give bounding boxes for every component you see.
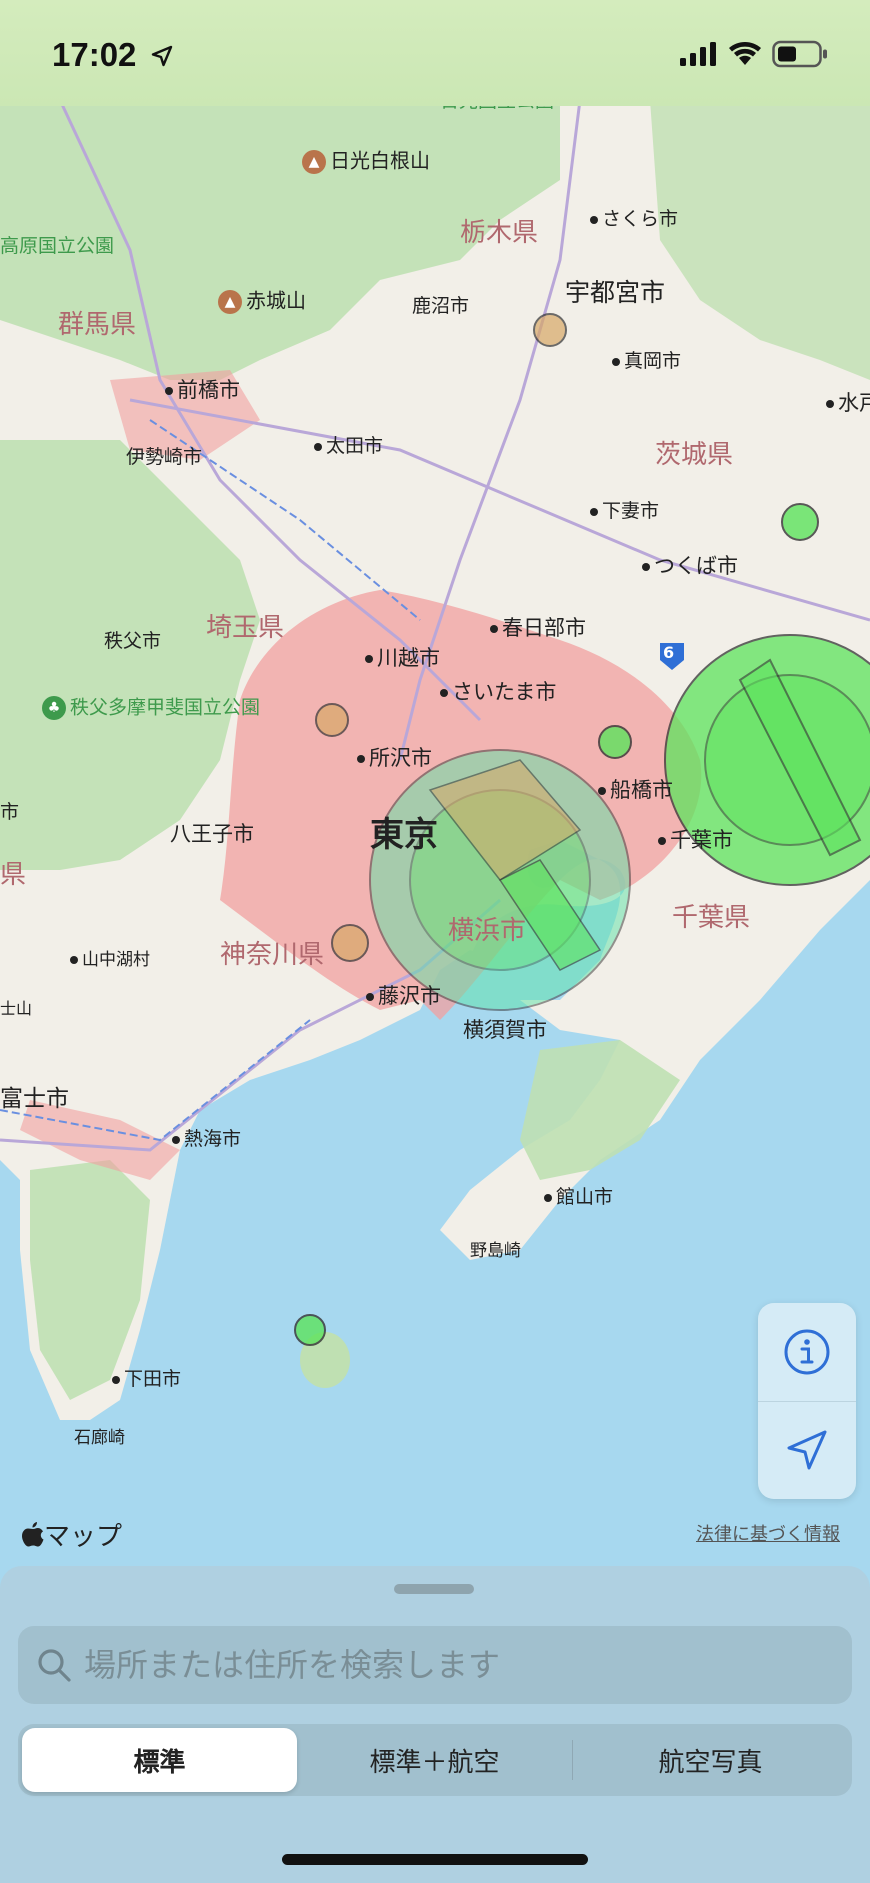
label-yamanakako: 山中湖村 <box>70 952 150 969</box>
city-dot-icon <box>490 625 498 633</box>
label-chiba: 千葉市 <box>658 830 733 851</box>
legal-info-link[interactable]: 法律に基づく情報 <box>696 1524 840 1545</box>
segment-standard-transit[interactable]: 標準＋航空 <box>369 1747 500 1778</box>
controls-divider <box>758 1401 856 1402</box>
map-type-segmented-control: 標準 標準＋航空 航空写真 <box>18 1724 852 1796</box>
current-location-button[interactable] <box>758 1401 856 1499</box>
city-dot-icon <box>172 1135 180 1144</box>
label-saitama: さいたま市 <box>440 682 556 703</box>
sheet-grabber[interactable] <box>394 1584 474 1594</box>
label-ibaraki: 茨城県 <box>655 440 734 470</box>
route-6-shield: 6 <box>663 643 675 662</box>
mountain-icon: ▲ <box>218 290 242 314</box>
label-akagi: ▲ 赤城山 <box>218 290 306 314</box>
label-utsunomiya: 宇都宮市 <box>565 278 666 307</box>
city-dot-icon <box>590 215 598 224</box>
city-dot-icon <box>642 563 650 571</box>
maps-logo: マップ <box>22 1516 122 1553</box>
label-ota: 太田市 <box>314 437 383 456</box>
map-controls <box>758 1303 856 1499</box>
city-dot-icon <box>70 956 78 964</box>
label-tsukuba: つくば市 <box>642 556 738 577</box>
city-dot-icon <box>826 400 834 408</box>
city-dot-icon <box>598 787 606 795</box>
city-dot-icon <box>366 993 374 1001</box>
city-dot-icon <box>365 655 373 663</box>
label-shimotsuma: 下妻市 <box>590 502 659 521</box>
city-dot-icon <box>112 1375 120 1384</box>
bottom-sheet: 標準 標準＋航空 航空写真 <box>0 1566 870 1883</box>
search-field[interactable] <box>18 1626 852 1704</box>
cellular-signal-icon <box>680 42 716 66</box>
label-tokyo: 東京 <box>370 815 438 855</box>
city-dot-icon <box>357 755 365 763</box>
label-atami: 熱海市 <box>172 1130 241 1149</box>
label-maebashi: 前橋市 <box>165 380 240 401</box>
label-fujisan: 士山 <box>0 999 33 1018</box>
status-icons <box>680 40 828 68</box>
status-time: 17:02 <box>52 36 174 74</box>
label-saitama-pref: 埼玉県 <box>206 613 285 643</box>
wifi-icon <box>729 42 761 65</box>
label-kogen-park: 高原国立公園 <box>0 235 115 257</box>
city-dot-icon <box>590 507 598 516</box>
label-kanuma: 鹿沼市 <box>412 295 470 317</box>
label-irozaki: 石廊崎 <box>74 1428 125 1448</box>
label-funabashi: 船橋市 <box>598 780 673 801</box>
label-nikko-shirane: ▲ 日光白根山 <box>302 150 430 174</box>
label-fuji: 富士市 <box>0 1086 69 1112</box>
info-button[interactable] <box>758 1303 856 1401</box>
segment-standard[interactable]: 標準 <box>22 1728 297 1792</box>
city-dot-icon <box>658 837 666 845</box>
search-input[interactable] <box>84 1646 844 1684</box>
label-yokosuka: 横須賀市 <box>463 1018 547 1042</box>
city-dot-icon <box>314 442 322 451</box>
label-tokorozawa: 所沢市 <box>357 748 432 769</box>
label-fujisawa: 藤沢市 <box>366 986 441 1007</box>
city-dot-icon <box>440 689 448 697</box>
status-time-text: 17:02 <box>52 36 137 73</box>
segment-satellite[interactable]: 航空写真 <box>658 1747 763 1778</box>
apple-logo-icon <box>22 1521 44 1546</box>
label-chichibu: 秩父市 <box>104 630 162 652</box>
city-dot-icon <box>544 1193 552 1202</box>
label-city-left: 市 <box>0 801 20 823</box>
info-icon <box>784 1329 830 1375</box>
label-chiba-pref: 千葉県 <box>672 903 751 933</box>
label-shimoda: 下田市 <box>112 1370 181 1389</box>
home-indicator <box>282 1854 588 1865</box>
label-yokohama: 横浜市 <box>448 916 527 946</box>
status-bar: 17:02 <box>0 0 870 106</box>
label-gunma: 群馬県 <box>58 310 137 340</box>
search-icon <box>38 1649 71 1682</box>
label-kasukabe: 春日部市 <box>490 618 586 639</box>
city-dot-icon <box>165 387 173 395</box>
location-services-icon <box>151 45 172 67</box>
maps-logo-text: マップ <box>44 1522 123 1552</box>
label-sakura: さくら市 <box>590 210 678 229</box>
mountain-icon: ▲ <box>302 150 326 174</box>
label-tateyama: 館山市 <box>544 1188 613 1207</box>
label-isesaki: 伊勢崎市 <box>126 446 203 468</box>
label-nojimazaki: 野島崎 <box>470 1241 521 1261</box>
label-kawagoe: 川越市 <box>365 648 440 669</box>
label-kanagawa: 神奈川県 <box>220 940 325 970</box>
segment-separator <box>572 1740 573 1780</box>
label-pref-left: 県 <box>0 860 27 890</box>
city-dot-icon <box>612 357 620 366</box>
label-hachioji: 八王子市 <box>170 822 254 846</box>
battery-icon <box>772 40 827 68</box>
label-mito: 水戸 <box>826 393 870 414</box>
park-icon: ♣ <box>42 696 66 720</box>
label-tochigi: 栃木県 <box>460 218 539 248</box>
label-chichibu-park: ♣ 秩父多摩甲斐国立公園 <box>42 696 260 720</box>
label-moka: 真岡市 <box>612 352 681 371</box>
location-arrow-icon <box>787 1430 827 1470</box>
